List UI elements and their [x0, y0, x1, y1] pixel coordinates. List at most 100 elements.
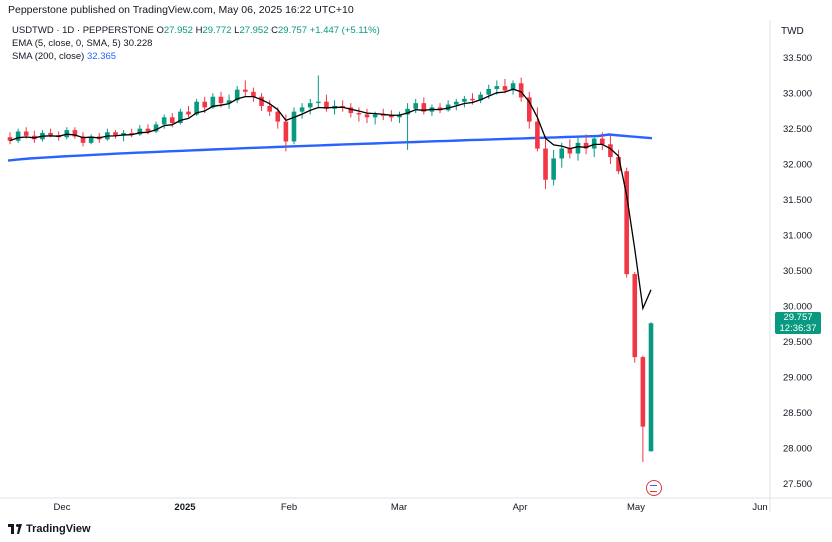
sma-200-line: [7, 133, 653, 162]
candle-body: [364, 114, 370, 118]
close-value: 29.757: [278, 25, 308, 36]
candle-body: [324, 101, 329, 109]
candle-body: [251, 91, 256, 97]
candle-body: [275, 111, 281, 122]
candle-body: [543, 148, 548, 180]
candle-body: [129, 132, 135, 135]
tradingview-footer[interactable]: TradingView: [8, 523, 91, 535]
flag-event-icon[interactable]: [646, 480, 662, 496]
candle-body: [7, 137, 13, 141]
candle-body: [462, 98, 467, 102]
last-price-value: 29.757: [783, 312, 813, 323]
candle-body: [194, 101, 199, 115]
candle-body: [437, 107, 443, 111]
close-label: C: [271, 25, 279, 36]
candle-body: [226, 100, 232, 104]
candle-body: [72, 130, 78, 137]
y-tick-label: 27.500: [783, 479, 812, 490]
candle-body: [299, 107, 305, 112]
candle-body: [153, 124, 159, 132]
candle-body: [259, 96, 264, 106]
candle-body: [372, 114, 378, 118]
high-value: 29.772: [202, 25, 232, 36]
candle-body: [23, 131, 29, 136]
candle-body: [526, 97, 532, 122]
x-tick-label: Feb: [281, 502, 297, 513]
symbol-label[interactable]: USDTWD · 1D · PEPPERSTONE: [12, 25, 154, 36]
currency-label: TWD: [781, 26, 804, 37]
candle-body: [356, 113, 362, 115]
candle-body: [510, 83, 516, 91]
candle-body: [494, 86, 500, 89]
candle-body: [591, 138, 597, 149]
candle-body: [567, 148, 573, 154]
ema-value: 30.228: [123, 38, 153, 49]
candle-body: [161, 117, 167, 125]
ema-5-line: [9, 88, 652, 311]
candle-body: [518, 83, 524, 98]
sma-label: SMA (200, close): [12, 51, 85, 62]
candle-body: [535, 121, 540, 149]
candle-body: [113, 132, 118, 136]
candle-body: [169, 117, 175, 123]
tradingview-brand: TradingView: [26, 523, 91, 535]
candle-body: [291, 111, 297, 142]
candle-body: [470, 98, 475, 101]
candle-body: [421, 103, 427, 112]
sma-value: 32.365: [86, 51, 117, 62]
chart-legend: USDTWD · 1D · PEPPERSTONE O27.952 H29.77…: [12, 24, 380, 63]
candle-body: [307, 103, 313, 108]
candle-body: [502, 86, 508, 91]
candle-body: [218, 96, 224, 104]
y-tick-label: 31.500: [783, 195, 812, 206]
y-tick-label: 33.000: [783, 89, 812, 100]
candle-body: [405, 108, 410, 115]
candle-body: [397, 114, 402, 118]
y-tick-label: 29.500: [783, 337, 812, 348]
open-value: 27.952: [163, 25, 193, 36]
y-tick-label: 30.000: [783, 302, 812, 313]
sma-row[interactable]: SMA (200, close) 32.365: [12, 50, 380, 63]
candle-body: [486, 88, 492, 95]
candle-body: [616, 157, 621, 172]
candle-body: [80, 136, 86, 143]
x-tick-label: May: [627, 502, 645, 513]
publisher-header: Pepperstone published on TradingView.com…: [8, 4, 354, 16]
candle-body: [283, 121, 289, 142]
candle-body: [453, 101, 459, 105]
candle-body: [15, 131, 21, 141]
y-tick-label: 32.500: [783, 124, 812, 135]
candle-body: [583, 142, 589, 149]
y-tick-label: 32.000: [783, 160, 812, 171]
y-tick-label: 28.500: [783, 408, 812, 419]
ema-row[interactable]: EMA (5, close, 0, SMA, 5) 30.228: [12, 37, 380, 50]
x-tick-label: Dec: [54, 502, 71, 513]
high-label: H: [195, 25, 203, 36]
candle-body: [348, 107, 354, 114]
candle-body: [210, 96, 216, 108]
candle-body: [600, 138, 605, 145]
candle-body: [648, 323, 654, 452]
candle-body: [243, 89, 248, 92]
countdown-timer: 12:36:37: [779, 323, 817, 334]
candle-body: [234, 89, 240, 101]
y-tick-label: 28.000: [783, 443, 812, 454]
x-tick-label: 2025: [174, 502, 196, 513]
candle-body: [145, 128, 151, 132]
candle-body: [88, 136, 94, 143]
candle-body: [478, 94, 483, 101]
candle-body: [316, 101, 321, 104]
low-value: 27.952: [239, 25, 269, 36]
candle-body: [624, 171, 629, 275]
x-tick-label: Apr: [513, 502, 528, 513]
ohlc-row: USDTWD · 1D · PEPPERSTONE O27.952 H29.77…: [12, 24, 380, 37]
y-tick-label: 29.000: [783, 372, 812, 383]
x-tick-label: Jun: [752, 502, 767, 513]
candle-body: [632, 274, 638, 358]
candle-body: [608, 144, 613, 158]
candle-body: [551, 158, 556, 180]
candle-body: [202, 101, 208, 108]
change-value: +1.447 (+5.11%): [309, 25, 380, 36]
candle-body: [48, 132, 53, 136]
